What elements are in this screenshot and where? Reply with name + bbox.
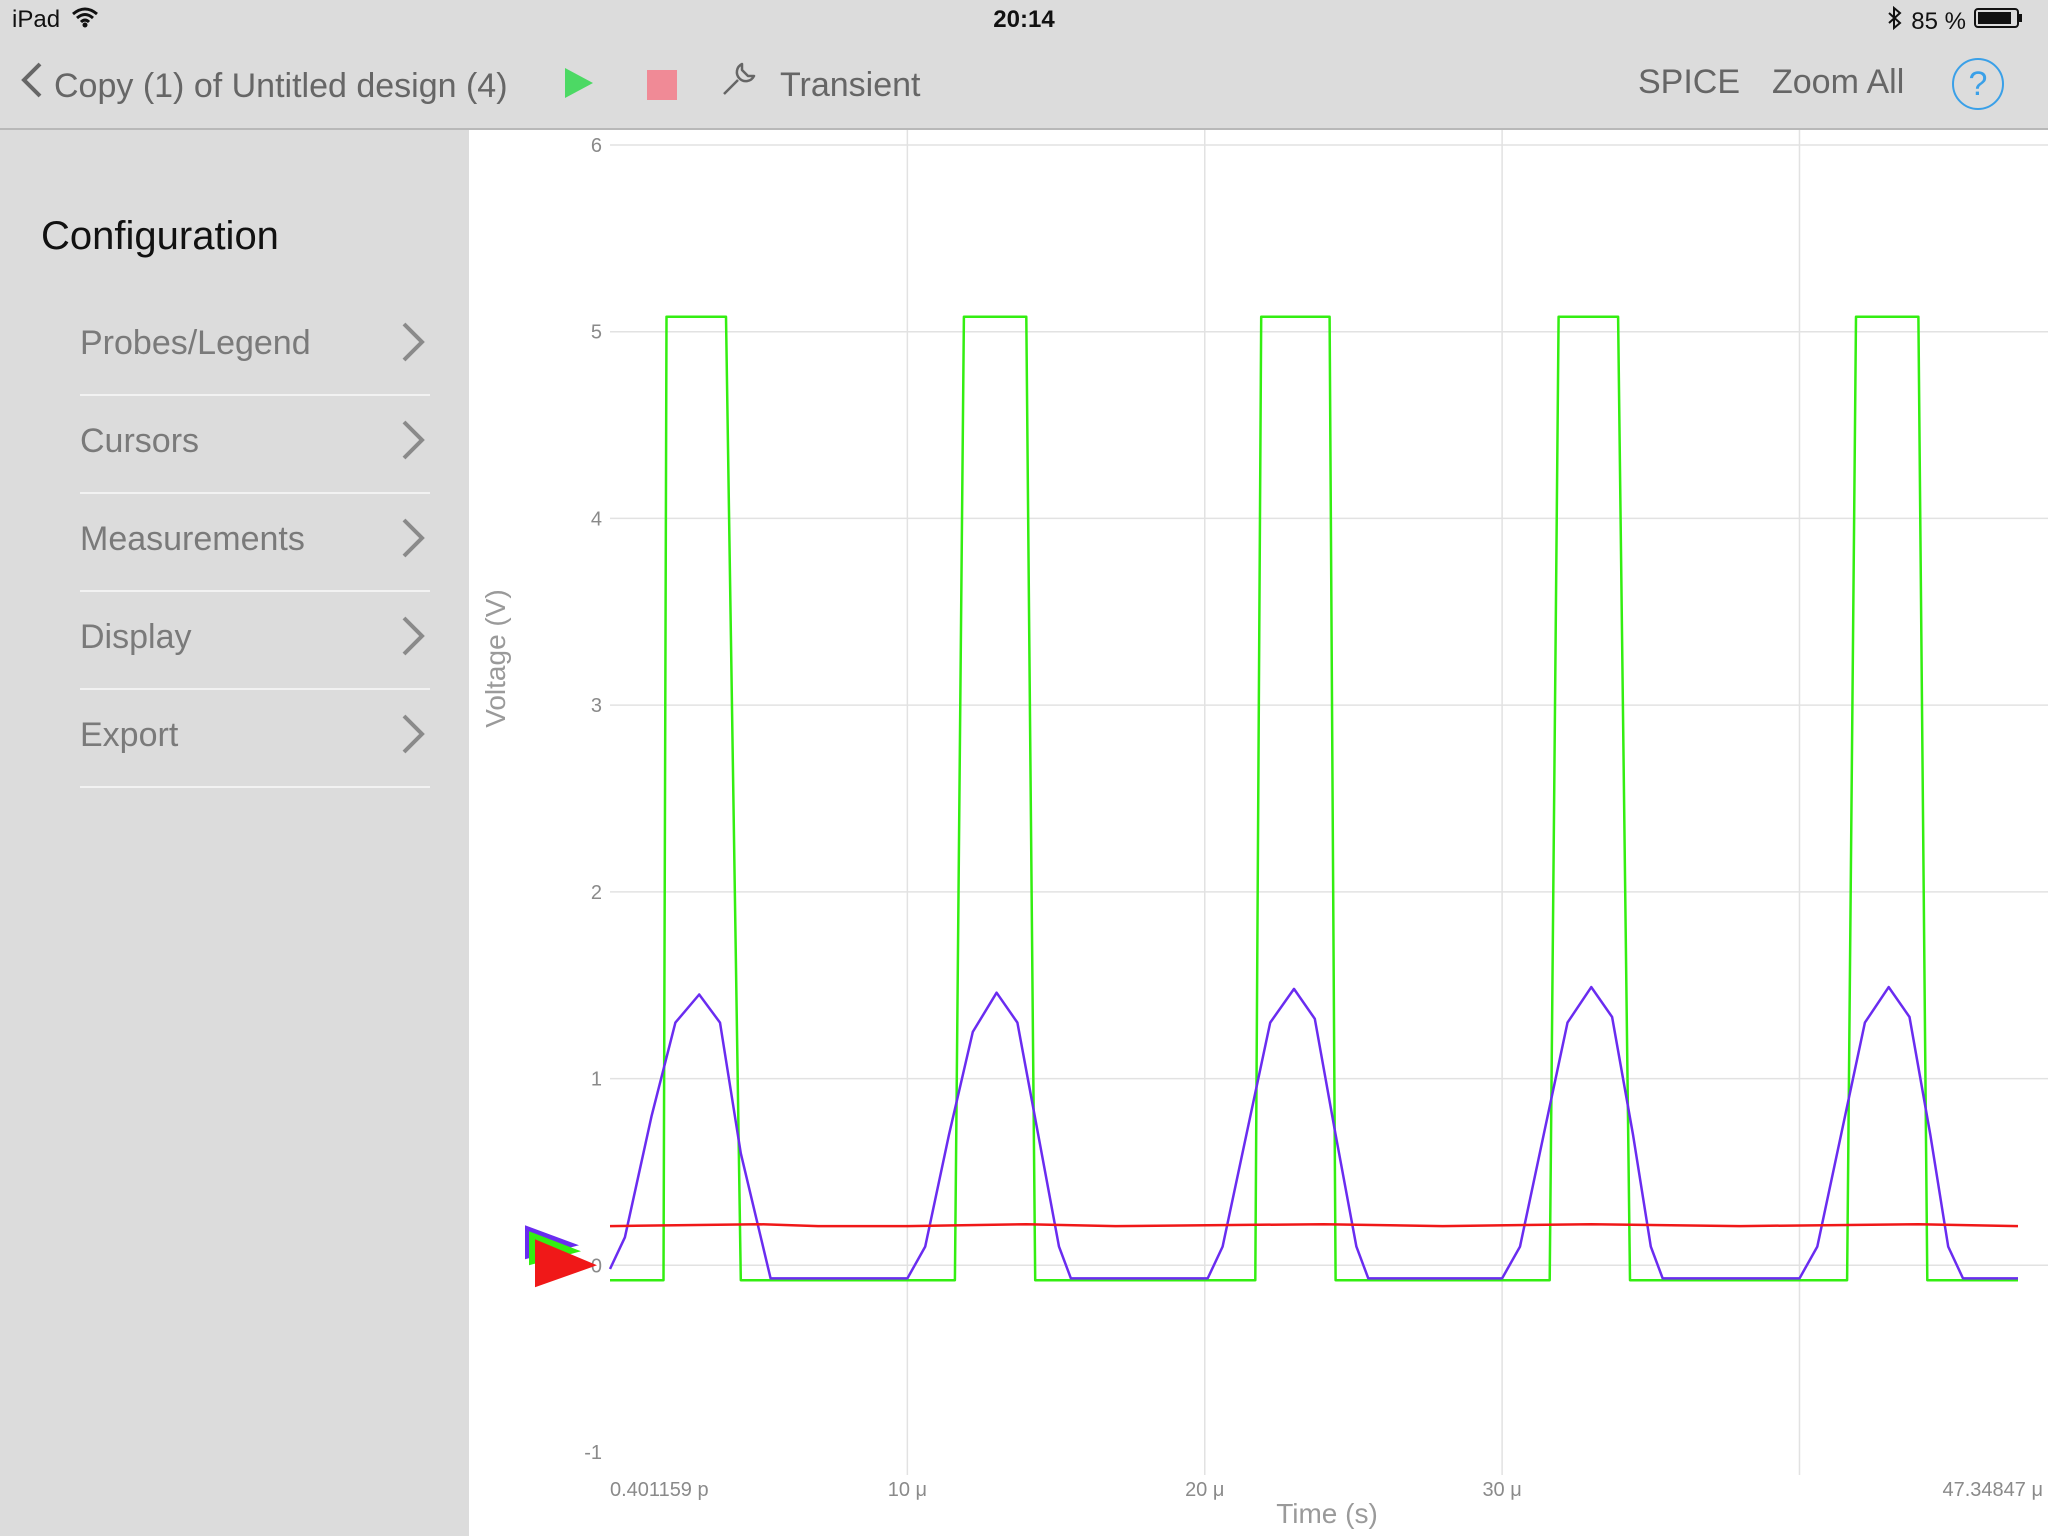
configuration-menu: Probes/Legend Cursors Measurements Displ… — [80, 298, 430, 788]
menu-item-label: Export — [80, 716, 179, 754]
menu-item-label: Display — [80, 618, 192, 656]
menu-item-export[interactable]: Export — [80, 690, 430, 788]
y-tick-label: 3 — [591, 695, 602, 717]
chevron-left-icon — [20, 60, 44, 111]
menu-item-label: Measurements — [80, 520, 305, 558]
menu-item-cursors[interactable]: Cursors — [80, 396, 430, 494]
analysis-label: Transient — [780, 65, 921, 104]
menu-item-measurements[interactable]: Measurements — [80, 494, 430, 592]
play-icon — [565, 68, 593, 98]
chevron-right-icon — [400, 712, 426, 761]
status-right: 85 % — [1887, 5, 2024, 37]
x-tick-labels: 0.401159 p 10 μ 20 μ 30 μ 47.34847 μ — [610, 1479, 2043, 1501]
x-axis-title: Time (s) — [1276, 1498, 1378, 1529]
x-tick-label: 47.34847 μ — [1943, 1479, 2044, 1501]
chevron-right-icon — [400, 320, 426, 369]
probe-marker-red — [535, 1239, 597, 1288]
trace-green — [610, 315, 2018, 1282]
probe-markers — [525, 1225, 597, 1288]
x-tick-label: 10 μ — [888, 1479, 927, 1501]
design-title: Copy (1) of Untitled design (4) — [54, 66, 508, 105]
back-button[interactable]: Copy (1) of Untitled design (4) — [20, 60, 508, 111]
spice-button[interactable]: SPICE — [1638, 63, 1741, 101]
configuration-panel: Configuration Probes/Legend Cursors Meas… — [0, 130, 469, 1536]
y-tick-labels: 6 5 4 3 2 1 0 -1 — [584, 135, 602, 1464]
x-tick-label: 0.401159 p — [610, 1479, 709, 1501]
battery-percent: 85 % — [1911, 7, 1966, 35]
chevron-right-icon — [400, 418, 426, 467]
wifi-icon — [72, 6, 98, 35]
wrench-icon — [720, 60, 758, 109]
x-tick-label: 30 μ — [1482, 1479, 1521, 1501]
device-label: iPad — [12, 6, 61, 33]
waveform-plot[interactable]: 6 5 4 3 2 1 0 -1 0.401159 p 10 μ 20 μ 30 μ 47.34847… — [469, 130, 2048, 1536]
chevron-right-icon — [400, 516, 426, 565]
battery-icon — [1974, 7, 2024, 36]
help-button[interactable]: ? — [1952, 58, 2004, 110]
analysis-settings-button[interactable]: Transient — [720, 60, 920, 109]
chevron-right-icon — [400, 614, 426, 663]
y-tick-label: 4 — [591, 508, 602, 530]
trace-red — [609, 1222, 2019, 1228]
y-tick-label: 2 — [591, 882, 602, 904]
x-tick-label: 20 μ — [1185, 1479, 1224, 1501]
traces — [608, 315, 2019, 1282]
y-tick-label: 0 — [591, 1255, 602, 1277]
panel-title: Configuration — [41, 214, 279, 258]
trace-purple — [608, 985, 2018, 1280]
menu-item-probes-legend[interactable]: Probes/Legend — [80, 298, 430, 396]
bluetooth-icon — [1887, 5, 1903, 37]
menu-item-display[interactable]: Display — [80, 592, 430, 690]
status-bar: iPad 20:14 85 % — [0, 0, 2048, 40]
toolbar: Copy (1) of Untitled design (4) Transien… — [0, 40, 2048, 130]
grid-lines — [610, 130, 2048, 1475]
clock: 20:14 — [993, 6, 1055, 33]
y-tick-label: 5 — [591, 322, 602, 344]
stop-simulation-button[interactable] — [647, 70, 677, 100]
y-tick-label: 1 — [591, 1069, 602, 1091]
y-tick-label: -1 — [584, 1442, 602, 1464]
y-tick-label: 6 — [591, 135, 602, 157]
menu-item-label: Cursors — [80, 422, 200, 460]
waveform-chart[interactable]: 6 5 4 3 2 1 0 -1 0.401159 p 10 μ 20 μ 30 μ 47.34847… — [469, 130, 2048, 1536]
zoom-all-button[interactable]: Zoom All — [1772, 63, 1905, 101]
y-axis-title: Voltage (V) — [480, 589, 511, 728]
menu-item-label: Probes/Legend — [80, 324, 311, 362]
run-simulation-button[interactable] — [563, 66, 595, 111]
